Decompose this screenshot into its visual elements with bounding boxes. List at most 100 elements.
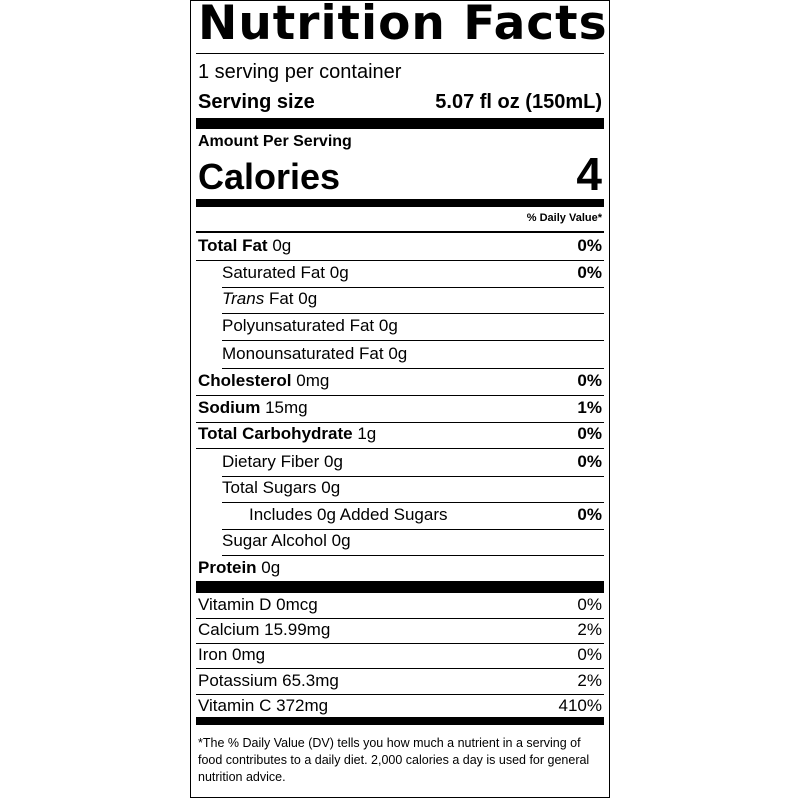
rule: [196, 53, 604, 54]
nutrient-row: Sugar Alcohol 0g: [222, 531, 602, 551]
nutrient-name: Polyunsaturated Fat: [222, 316, 375, 335]
nutrient-name: Sodium: [198, 398, 261, 417]
rule: [222, 313, 604, 314]
nutrient-dv: 0%: [577, 424, 602, 443]
calories: Calories 4: [198, 148, 602, 201]
vitamin-name: Vitamin C: [198, 696, 272, 715]
serving-size-value: 5.07 fl oz (150mL): [435, 91, 602, 113]
vitamin-dv: 2%: [577, 620, 602, 639]
rule: [196, 668, 604, 669]
nutrient-row: Protein 0g: [198, 558, 602, 578]
thick-rule: [196, 199, 604, 207]
nutrient-amount: 0mg: [296, 371, 330, 390]
rule: [222, 368, 604, 369]
nutrient-name: Total Sugars: [222, 478, 317, 497]
vitamin-amount: 15.99mg: [264, 620, 331, 639]
rule: [222, 555, 604, 556]
nutrient-amount: 0g: [261, 558, 281, 577]
calories-value: 4: [576, 148, 602, 200]
nutrient-name: Fat: [268, 289, 294, 308]
vitamin-row: Vitamin D 0mcg 0%: [198, 595, 602, 615]
vitamin-row: Calcium 15.99mg 2%: [198, 620, 602, 640]
rule: [196, 694, 604, 695]
rule: [196, 643, 604, 644]
footnote: *The % Daily Value (DV) tells you how mu…: [198, 736, 590, 784]
nutrient-name: Monounsaturated Fat: [222, 344, 384, 363]
rule: [222, 476, 604, 477]
nutrient-amount: 0g: [298, 289, 318, 308]
vitamin-name: Iron: [198, 645, 228, 664]
vitamin-row: Potassium 65.3mg 2%: [198, 671, 602, 691]
nutrient-name: Total Carbohydrate: [198, 424, 353, 443]
vitamin-amount: 0mg: [232, 645, 266, 664]
vitamin-dv: 410%: [558, 696, 602, 715]
nutrient-name: Includes 0g Added Sugars: [249, 505, 448, 524]
nutrient-amount: 15mg: [265, 398, 308, 417]
nutrient-amount: 0g: [378, 316, 398, 335]
nutrient-name: Sugar Alcohol: [222, 531, 327, 550]
nutrient-amount: 0g: [272, 236, 292, 255]
vitamin-amount: 65.3mg: [282, 671, 339, 690]
nutrient-dv: 0%: [577, 371, 602, 390]
vitamin-row: Iron 0mg 0%: [198, 645, 602, 665]
serving-size-label: Serving size: [198, 91, 315, 113]
nutrient-row: Cholesterol 0mg 0%: [198, 371, 602, 391]
rule: [196, 231, 604, 233]
vitamin-row: Vitamin C 372mg 410%: [198, 696, 602, 716]
nutrient-row: Monounsaturated Fat 0g: [222, 344, 602, 364]
thick-rule: [196, 717, 604, 725]
nutrient-row: Includes 0g Added Sugars 0%: [249, 505, 602, 525]
rule: [196, 422, 604, 423]
nutrient-row: Total Sugars 0g: [222, 478, 602, 498]
thick-rule: [196, 118, 604, 129]
nutrient-amount: 1g: [357, 424, 377, 443]
nutrient-amount: 0g: [321, 478, 341, 497]
nutrient-row: Saturated Fat 0g 0%: [222, 263, 602, 283]
servings: 1 serving per container: [198, 61, 402, 83]
vitamin-dv: 0%: [577, 645, 602, 664]
vitamin-dv: 2%: [577, 671, 602, 690]
nutrient-row: Total Fat 0g 0%: [198, 236, 602, 256]
nutrient-dv: 0%: [577, 263, 602, 282]
rule: [222, 529, 604, 530]
rule: [196, 618, 604, 619]
nutrient-amount: 0g: [324, 452, 343, 471]
vitamin-name: Vitamin D: [198, 595, 272, 614]
nutrient-dv: 0%: [577, 505, 602, 524]
rule: [196, 260, 604, 261]
rule: [222, 340, 604, 341]
nutrient-row: Sodium 15mg 1%: [198, 398, 602, 418]
amount-per-serving: Amount Per Serving: [198, 133, 352, 150]
vitamin-amount: 0mcg: [276, 595, 318, 614]
nutrient-dv: 0%: [577, 236, 602, 255]
rule: [196, 448, 604, 449]
nutrient-row: Dietary Fiber 0g 0%: [222, 452, 602, 472]
nutrient-name: Trans: [222, 289, 265, 308]
nutrient-row: Trans Fat 0g: [222, 289, 602, 309]
serving-size: Serving size 5.07 fl oz (150mL): [198, 91, 602, 114]
nutrient-row: Polyunsaturated Fat 0g: [222, 316, 602, 336]
vitamin-dv: 0%: [577, 595, 602, 614]
nutrient-name: Cholesterol: [198, 371, 292, 390]
vitamin-name: Calcium: [198, 620, 260, 639]
nutrient-name: Protein: [198, 558, 257, 577]
nutrient-amount: 0g: [331, 531, 351, 550]
nutrition-label: Nutrition Facts 1 serving per container …: [190, 0, 610, 798]
vitamin-name: Potassium: [198, 671, 278, 690]
rule: [222, 502, 604, 503]
nutrient-dv: 0%: [577, 452, 602, 471]
nutrient-row: Total Carbohydrate 1g 0%: [198, 424, 602, 444]
nutrient-dv: 1%: [577, 398, 602, 417]
vitamin-amount: 372mg: [276, 696, 329, 715]
rule: [196, 395, 604, 396]
thick-rule: [196, 581, 604, 593]
calories-label: Calories: [198, 156, 341, 197]
nutrient-amount: 0g: [329, 263, 349, 282]
dv-header: % Daily Value*: [526, 212, 602, 224]
nutrient-name: Saturated Fat: [222, 263, 326, 282]
nutrient-name: Total Fat: [198, 236, 268, 255]
title: Nutrition Facts: [198, 0, 608, 51]
rule: [222, 287, 604, 288]
nutrient-name: Dietary Fiber: [222, 452, 320, 471]
